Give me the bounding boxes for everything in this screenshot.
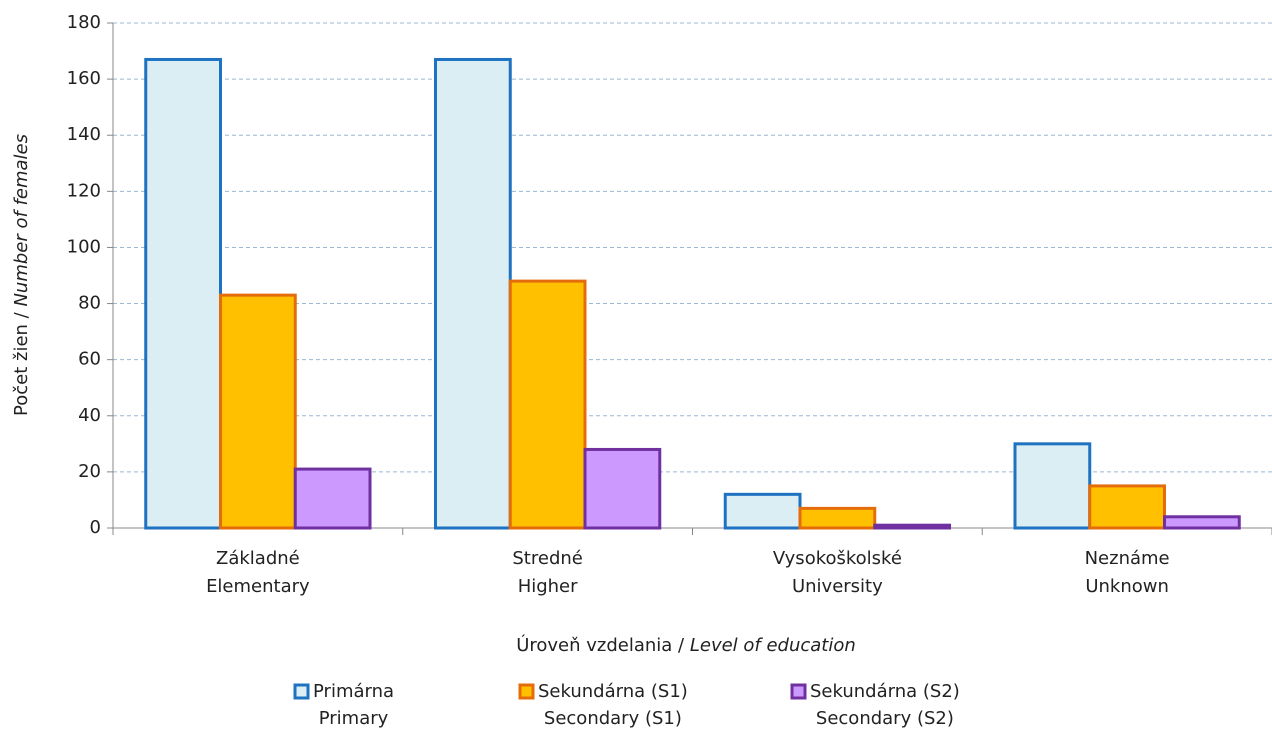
bar [1088,484,1167,530]
bar [433,57,512,530]
legend-swatch [790,683,807,700]
bar [1013,442,1092,530]
bar [293,467,372,530]
bar [508,279,587,530]
bar [218,293,297,530]
legend-label: Sekundárna (S1) Secondary (S1) [538,681,688,729]
y-axis-label-main: Počet žien / [11,311,32,416]
x-tick-label-line: Stredné [512,548,582,569]
y-axis-label-en: Number of females [11,134,32,307]
x-tick-label: Stredné Higher [512,548,582,597]
y-tick-label: 80 [78,293,101,314]
x-tick-label-line: Higher [518,576,578,597]
legend-label-line: Primárna [313,681,394,702]
y-tick-label: 180 [67,12,101,33]
legend-label: Primárna Primary [313,681,394,729]
x-axis-label: Úroveň vzdelania / Level of education [516,634,856,656]
x-tick-label: Základné Elementary [206,548,310,597]
x-tick-label-line: Základné [216,548,300,569]
x-tick-label-line: Neznáme [1085,548,1170,569]
x-tick-label-line: Elementary [206,576,310,597]
legend-swatch [518,683,535,700]
y-tick-label: 40 [78,405,101,426]
legend-label-line: Secondary (S2) [816,708,954,729]
legend-label-line: Primary [319,708,389,729]
bar [583,447,662,530]
x-axis-label-en: Level of education [690,635,856,656]
legend-label-line: Sekundárna (S1) [538,681,688,702]
y-tick-label: 20 [78,461,101,482]
bar [723,492,802,530]
x-tick-label-line: University [792,576,883,597]
bar [1163,515,1241,530]
x-tick-label: Vysokoškolské University [773,548,902,597]
legend-label-line: Secondary (S1) [544,708,682,729]
y-axis-label: Počet žien / Number of females [11,134,32,416]
y-tick-label: 120 [67,180,101,201]
legend-swatch [293,683,310,700]
bar [144,57,222,530]
y-tick-label: 0 [90,517,101,538]
legend-label: Sekundárna (S2) Secondary (S2) [810,681,960,729]
x-tick-label: Neznáme Unknown [1085,548,1170,597]
x-tick-label-line: Vysokoškolské [773,548,902,569]
y-tick-label: 100 [67,236,101,257]
x-tick-label-line: Unknown [1085,576,1169,597]
bar [798,506,877,530]
y-tick-label: 60 [78,349,101,370]
bar [873,523,952,530]
y-tick-label: 160 [67,68,101,89]
x-axis-label-main: Úroveň vzdelania / [516,634,685,656]
legend-label-line: Sekundárna (S2) [810,681,960,702]
y-tick-label: 140 [67,124,101,145]
